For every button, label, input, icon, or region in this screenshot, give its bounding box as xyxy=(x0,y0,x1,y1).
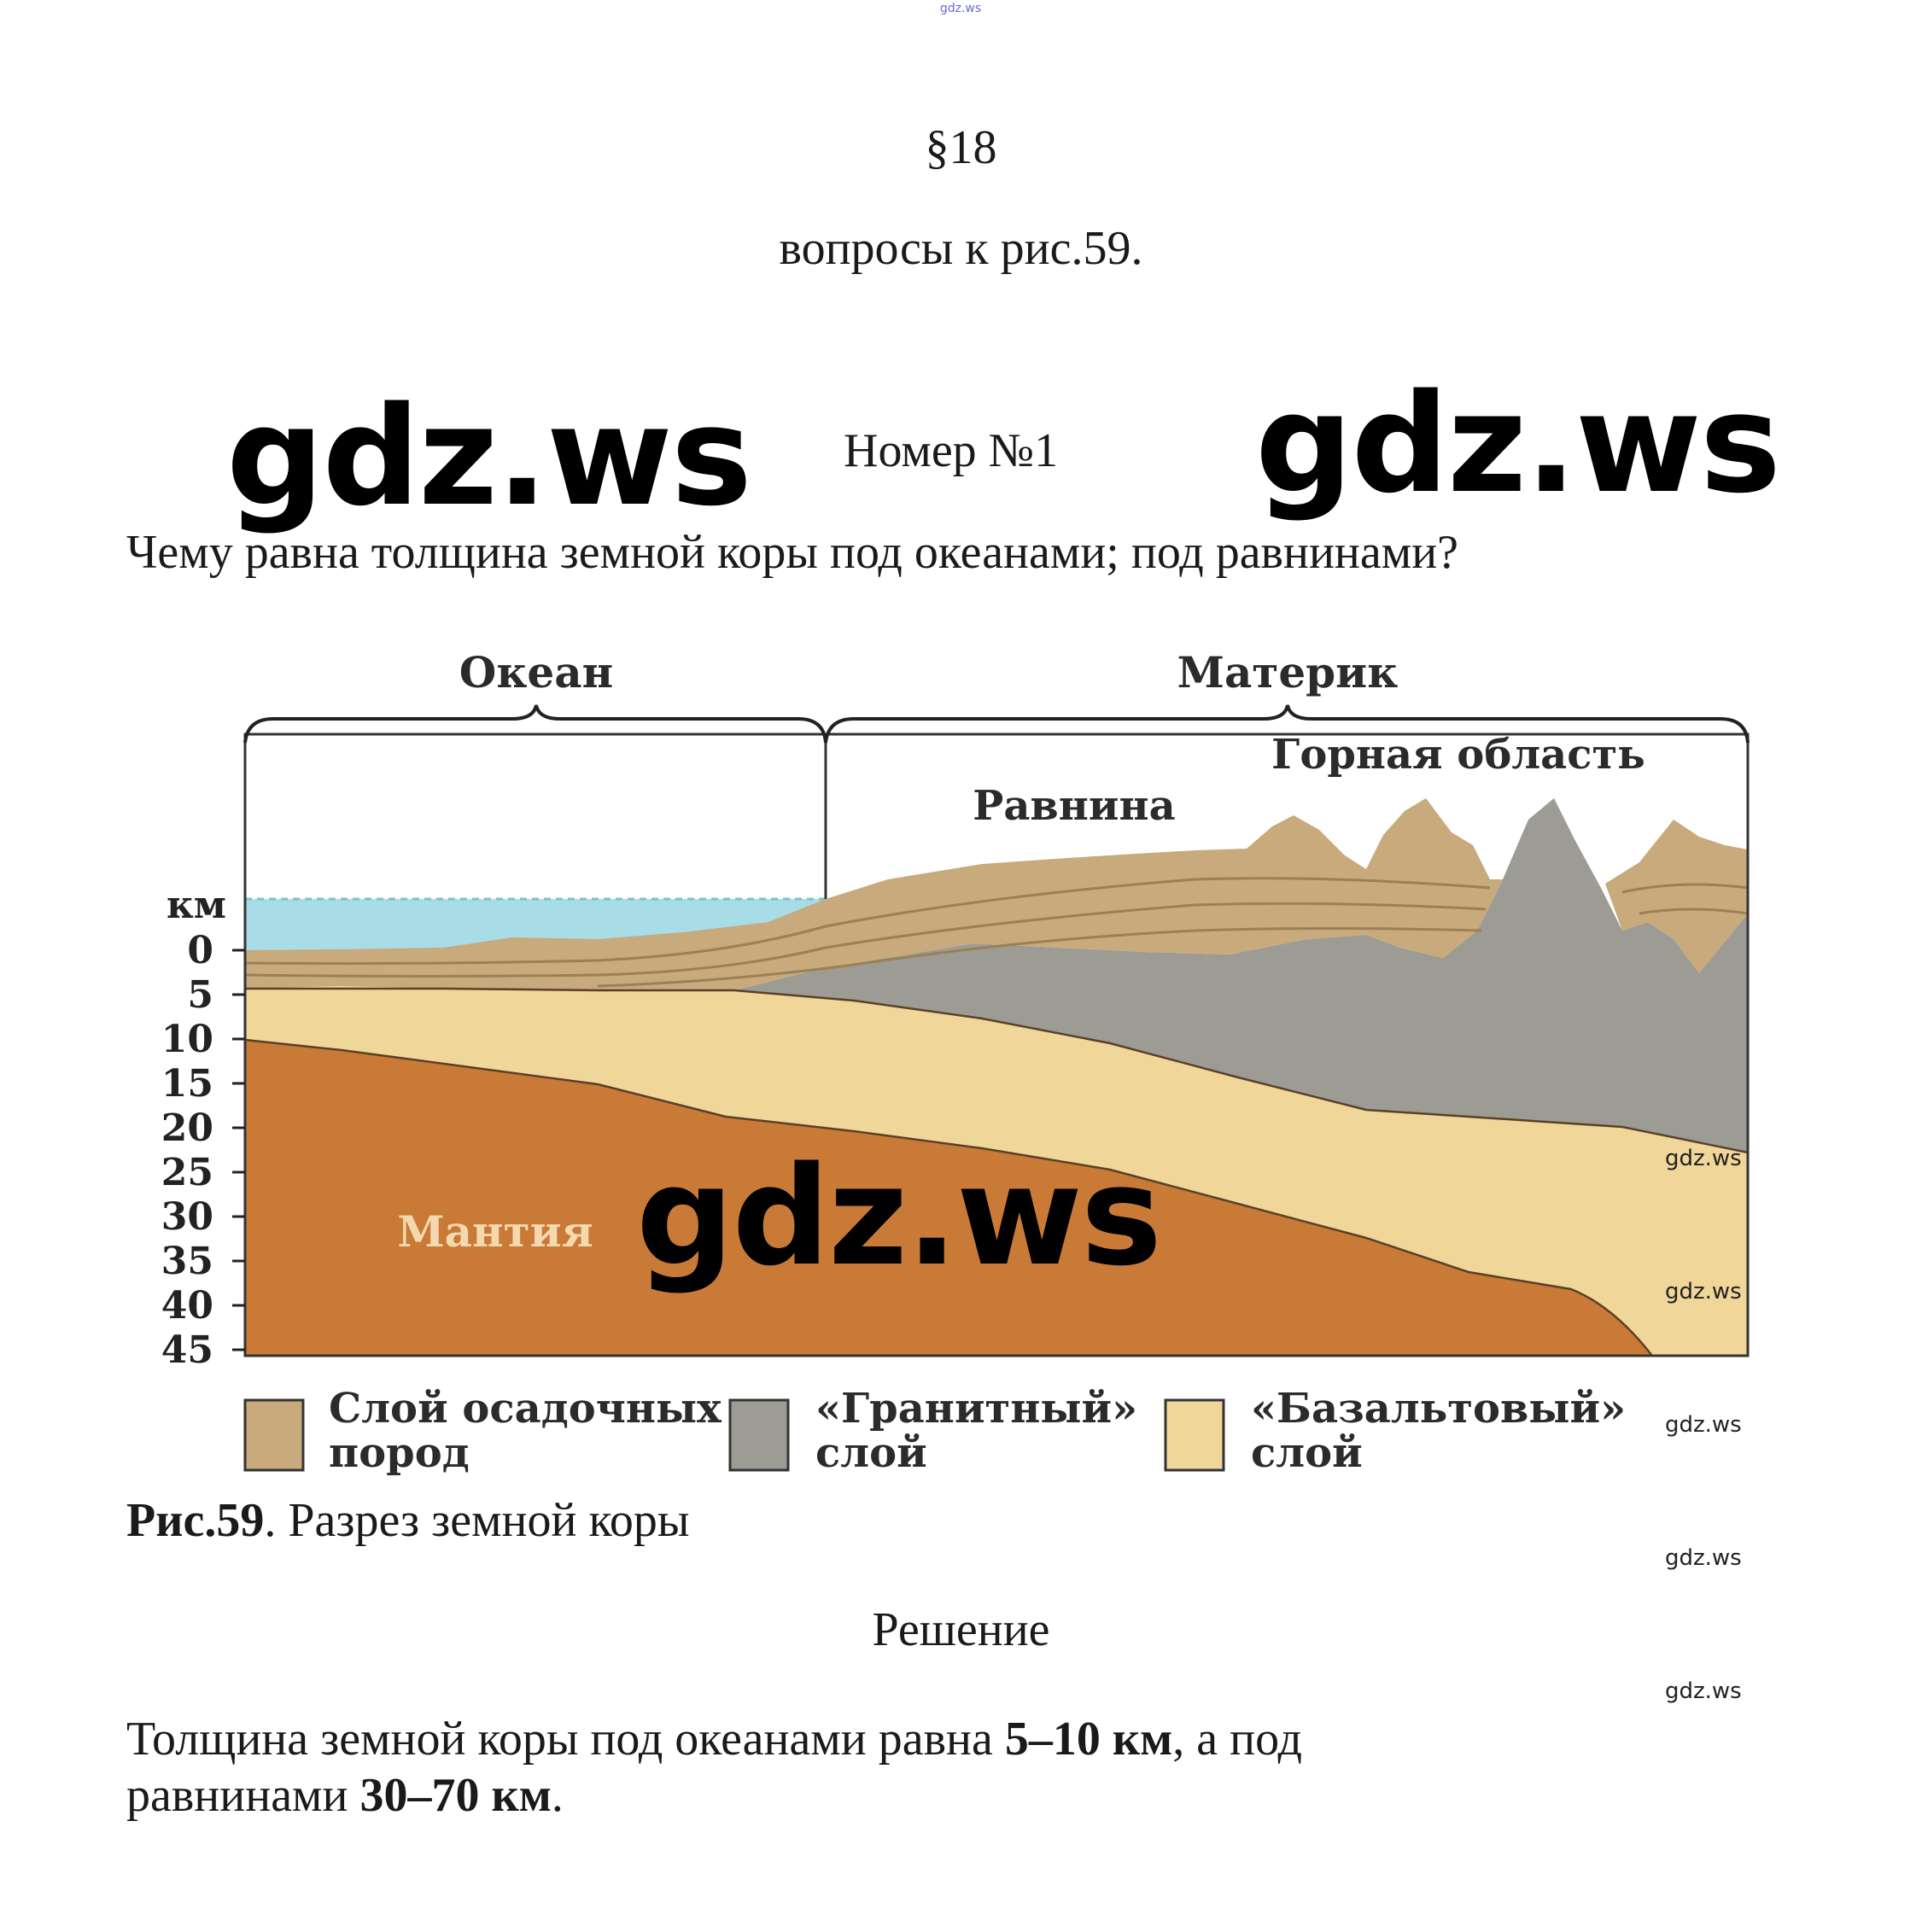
legend-swatch-granite xyxy=(728,1398,790,1472)
caption-text: . Разрез земной коры xyxy=(264,1494,690,1547)
depth-tick-label: 0 xyxy=(187,929,213,972)
legend-granite-line2: слой xyxy=(815,1429,927,1477)
watermark-left: gdz.ws xyxy=(226,376,752,536)
answer-ocean-thickness: 5–10 км xyxy=(1004,1713,1173,1766)
label-continent: Материк xyxy=(1177,647,1399,698)
caption-figure-number: Рис.59 xyxy=(126,1494,265,1547)
depth-tick-label: 30 xyxy=(161,1195,213,1239)
legend-sediment-line1: Слой осадочных xyxy=(329,1385,721,1433)
continent-brace xyxy=(824,704,1750,744)
label-mountains: Горная область xyxy=(1271,731,1645,779)
depth-tick-label: 40 xyxy=(161,1284,213,1328)
depth-tick-label: 35 xyxy=(161,1240,213,1283)
depth-tick-label: 15 xyxy=(161,1062,213,1106)
label-mantle: Мантия xyxy=(397,1206,593,1257)
task-number: Номер №1 xyxy=(844,424,1059,477)
watermark-side-4: gdz.ws xyxy=(1665,1545,1742,1571)
watermark-figure: gdz.ws xyxy=(636,1136,1162,1296)
legend-basalt-line1: «Базальтовый» xyxy=(1251,1385,1626,1433)
basalt-layer xyxy=(245,986,1748,1356)
watermark-side-5: gdz.ws xyxy=(1665,1678,1742,1704)
figure-caption: Рис.59. Разрез земной коры xyxy=(126,1492,1407,1550)
answer-part4: . xyxy=(551,1769,564,1823)
label-plain: Равнина xyxy=(973,782,1176,830)
depth-tick-label: 25 xyxy=(161,1151,213,1194)
page-subtitle: вопросы к рис.59. xyxy=(779,222,1143,275)
section-number: §18 xyxy=(925,121,997,174)
depth-unit: км xyxy=(166,884,226,927)
ocean-brace xyxy=(243,704,827,744)
watermark-right: gdz.ws xyxy=(1255,364,1781,523)
watermark-side-3: gdz.ws xyxy=(1665,1412,1742,1438)
label-ocean: Океан xyxy=(459,647,613,698)
legend-sediment-line2: пород xyxy=(329,1429,470,1477)
depth-tick-label: 20 xyxy=(161,1106,213,1150)
solution-heading: Решение xyxy=(872,1603,1050,1656)
answer-part3: равнинами xyxy=(126,1769,360,1823)
answer-text: Толщина земной коры под океанами равна 5… xyxy=(126,1711,1749,1824)
legend-granite-line1: «Гранитный» xyxy=(815,1385,1137,1433)
legend: Слой осадочных пород «Гранитный» слой «Б… xyxy=(243,1385,1626,1477)
question-text: Чему равна толщина земной коры под океан… xyxy=(126,526,1459,579)
answer-part2: , а под xyxy=(1172,1713,1302,1766)
granite-layer xyxy=(734,798,1748,1153)
legend-swatch-sediment xyxy=(243,1398,305,1472)
sediment-layer xyxy=(245,798,1503,990)
answer-plain-thickness: 30–70 км xyxy=(359,1769,552,1823)
watermark-side-1: gdz.ws xyxy=(1665,1146,1742,1171)
depth-tick-label: 45 xyxy=(161,1328,213,1372)
depth-tick-label: 5 xyxy=(187,973,213,1017)
answer-part1: Толщина земной коры под океанами равна xyxy=(126,1713,1005,1766)
legend-swatch-basalt xyxy=(1164,1398,1225,1472)
depth-tick-label: 10 xyxy=(161,1018,213,1061)
crust-section-figure: Океан Материк Горная область Равнина Ман… xyxy=(161,647,1750,1477)
watermark-side-2: gdz.ws xyxy=(1665,1279,1742,1305)
legend-basalt-line2: слой xyxy=(1251,1429,1363,1477)
top-watermark: gdz.ws xyxy=(939,2,982,15)
sediment-right xyxy=(1605,820,1748,973)
